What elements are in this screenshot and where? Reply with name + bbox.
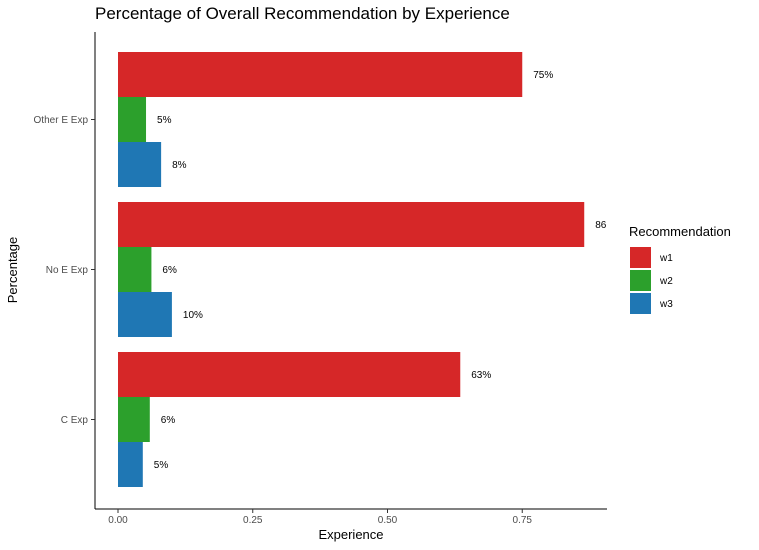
data-label-w1-0: 75% (533, 70, 553, 81)
y-ticks-layer: Other E Exp No E Exp C Exp (34, 115, 95, 426)
legend-label-w2: w2 (659, 276, 673, 287)
bar-w1-2 (118, 352, 461, 397)
bar-w2-0 (118, 97, 147, 142)
bar-w3-2 (118, 442, 143, 487)
data-label-w3-0: 8% (172, 160, 187, 171)
legend-label-w1: w1 (659, 253, 673, 264)
x-ticks-layer: 0.00 0.25 0.50 0.75 (108, 509, 532, 526)
x-axis-title: Experience (318, 527, 383, 542)
bars-layer (118, 52, 585, 487)
x-tick-label-1: 0.25 (243, 515, 263, 526)
legend-swatch-w3 (630, 293, 651, 314)
bar-w2-1 (118, 247, 152, 292)
data-label-w2-1: 6% (162, 265, 177, 276)
bar-w2-2 (118, 397, 150, 442)
x-tick-label-0: 0.00 (108, 515, 128, 526)
legend-label-w3: w3 (659, 299, 673, 310)
y-tick-label-0: Other E Exp (34, 115, 89, 126)
data-label-w2-2: 6% (161, 415, 176, 426)
data-label-w3-2: 5% (154, 460, 169, 471)
bar-w1-0 (118, 52, 523, 97)
x-tick-label-3: 0.75 (513, 515, 533, 526)
y-tick-label-1: No E Exp (46, 265, 89, 276)
data-labels-layer: 75% 5% 8% 86 6% 10% 63% 6% 5% (154, 70, 607, 471)
x-tick-label-2: 0.50 (378, 515, 398, 526)
chart-title: Percentage of Overall Recommendation by … (95, 4, 510, 23)
y-tick-label-2: C Exp (61, 415, 89, 426)
legend-title: Recommendation (629, 224, 731, 239)
bar-w3-1 (118, 292, 172, 337)
legend-swatch-w2 (630, 270, 651, 291)
data-label-w2-0: 5% (157, 115, 172, 126)
y-axis-title: Percentage (5, 237, 20, 304)
data-label-w1-1: 86 (595, 220, 607, 231)
legend: Recommendation w1 w2 w3 (629, 224, 731, 314)
bar-w1-1 (118, 202, 585, 247)
data-label-w3-1: 10% (183, 310, 203, 321)
legend-swatch-w1 (630, 247, 651, 268)
data-label-w1-2: 63% (471, 370, 491, 381)
bar-w3-0 (118, 142, 162, 187)
